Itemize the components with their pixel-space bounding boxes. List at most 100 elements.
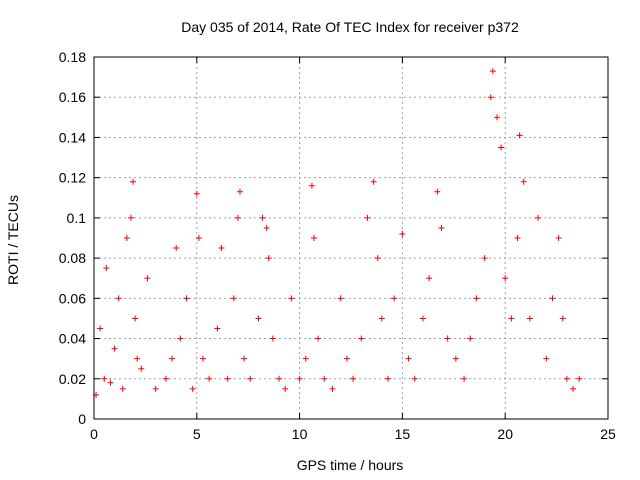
data-point — [119, 385, 126, 392]
data-point — [282, 385, 289, 392]
y-axis-ticks: 0 0.02 0.04 0.06 0.08 0.1 0.12 0.14 0.16 0.18 — [59, 49, 608, 427]
data-point — [364, 214, 371, 221]
data-point — [206, 375, 213, 382]
data-point — [419, 315, 426, 322]
data-point — [343, 355, 350, 362]
data-point — [498, 144, 505, 151]
data-point — [152, 385, 159, 392]
x-tick-label: 15 — [395, 426, 411, 442]
data-point — [107, 379, 114, 386]
data-point — [269, 335, 276, 342]
data-point — [370, 178, 377, 185]
data-point — [434, 188, 441, 195]
data-point — [101, 375, 108, 382]
data-point — [493, 114, 500, 121]
data-point — [130, 178, 137, 185]
data-point — [576, 375, 583, 382]
data-point — [559, 315, 566, 322]
x-tick-label: 25 — [600, 426, 616, 442]
data-points — [93, 68, 583, 398]
data-point — [265, 255, 272, 262]
data-point — [502, 275, 509, 282]
x-tick-label: 20 — [497, 426, 513, 442]
data-point — [276, 375, 283, 382]
data-point — [111, 345, 118, 352]
data-point — [563, 375, 570, 382]
data-point — [570, 385, 577, 392]
data-point — [134, 355, 141, 362]
data-point — [378, 315, 385, 322]
data-point — [489, 68, 496, 75]
x-tick-label: 5 — [193, 426, 201, 442]
y-tick-label: 0.04 — [59, 331, 86, 347]
data-point — [195, 235, 202, 241]
data-point — [218, 245, 225, 252]
y-tick-label: 0.18 — [59, 49, 86, 65]
data-point — [234, 214, 241, 221]
data-point — [452, 355, 459, 362]
data-point — [169, 355, 176, 362]
data-point — [128, 214, 135, 221]
data-point — [132, 315, 139, 322]
data-point — [350, 375, 357, 382]
data-point — [329, 385, 336, 392]
data-point — [399, 230, 406, 237]
data-point — [358, 335, 365, 342]
data-point — [473, 295, 480, 302]
data-point — [487, 94, 494, 101]
data-point — [438, 224, 445, 231]
data-point — [514, 235, 521, 241]
data-point — [123, 235, 130, 241]
data-point — [321, 375, 328, 382]
data-point — [308, 182, 315, 189]
y-tick-label: 0.16 — [59, 89, 86, 105]
data-point — [288, 295, 295, 302]
data-point — [315, 335, 322, 342]
data-point — [259, 214, 266, 221]
y-tick-label: 0.02 — [59, 371, 86, 387]
x-tick-label: 10 — [292, 426, 308, 442]
y-tick-label: 0.06 — [59, 290, 86, 306]
plot-frame — [93, 56, 609, 420]
data-point — [508, 315, 515, 322]
data-point — [97, 325, 104, 332]
data-point — [549, 295, 556, 302]
data-point — [193, 190, 200, 197]
data-point — [247, 375, 254, 382]
data-point — [296, 375, 303, 382]
data-point — [461, 375, 468, 382]
data-point — [555, 235, 562, 241]
data-point — [467, 335, 474, 342]
data-point — [214, 325, 221, 332]
data-point — [224, 375, 231, 382]
chart-title: Day 035 of 2014, Rate Of TEC Index for r… — [181, 19, 519, 35]
data-point — [103, 265, 110, 272]
data-point — [535, 214, 542, 221]
data-point — [115, 295, 122, 302]
data-point — [444, 335, 451, 342]
data-point — [385, 375, 392, 382]
data-point — [405, 355, 412, 362]
y-tick-label: 0.08 — [59, 250, 86, 266]
data-point — [230, 295, 237, 302]
data-point — [144, 275, 151, 282]
data-point — [391, 295, 398, 302]
data-point — [426, 275, 433, 282]
x-tick-label: 0 — [90, 426, 98, 442]
x-axis-ticks: 0 5 10 15 20 25 — [90, 57, 616, 442]
data-point — [337, 295, 344, 302]
data-point — [255, 315, 262, 322]
x-axis-label: GPS time / hours — [297, 457, 404, 473]
data-point — [520, 178, 527, 185]
data-point — [516, 132, 523, 139]
data-point — [177, 335, 184, 342]
data-point — [374, 255, 381, 262]
data-point — [183, 295, 190, 302]
data-point — [526, 315, 533, 322]
data-point — [543, 355, 550, 362]
data-point — [481, 255, 488, 262]
data-point — [199, 355, 206, 362]
data-point — [236, 188, 243, 195]
